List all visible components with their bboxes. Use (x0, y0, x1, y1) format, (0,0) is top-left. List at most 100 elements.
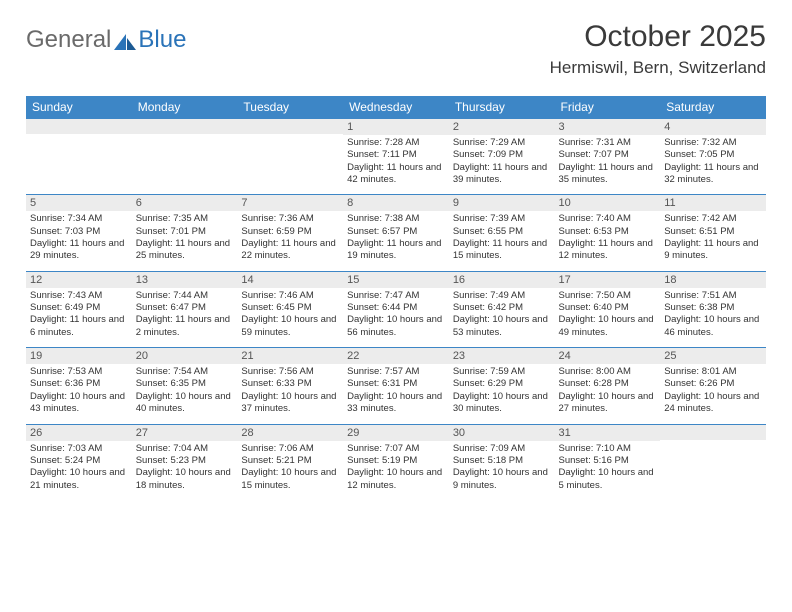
day-number: 16 (449, 272, 555, 288)
sunset-text: Sunset: 5:23 PM (136, 455, 234, 467)
calendar-day-cell: 8Sunrise: 7:38 AMSunset: 6:57 PMDaylight… (343, 195, 449, 271)
daylight-text: Daylight: 11 hours and 9 minutes. (664, 238, 762, 263)
calendar-day-cell (237, 119, 343, 195)
day-details (132, 134, 238, 192)
sunset-text: Sunset: 6:35 PM (136, 378, 234, 390)
sunset-text: Sunset: 6:29 PM (453, 378, 551, 390)
day-number: 20 (132, 348, 238, 364)
daylight-text: Daylight: 11 hours and 22 minutes. (241, 238, 339, 263)
day-details: Sunrise: 7:29 AMSunset: 7:09 PMDaylight:… (449, 135, 555, 194)
daylight-text: Daylight: 10 hours and 59 minutes. (241, 314, 339, 339)
daylight-text: Daylight: 10 hours and 40 minutes. (136, 391, 234, 416)
daylight-text: Daylight: 10 hours and 27 minutes. (559, 391, 657, 416)
day-details: Sunrise: 7:28 AMSunset: 7:11 PMDaylight:… (343, 135, 449, 194)
day-details (26, 134, 132, 192)
daylight-text: Daylight: 10 hours and 33 minutes. (347, 391, 445, 416)
sunrise-text: Sunrise: 7:34 AM (30, 213, 128, 225)
daylight-text: Daylight: 11 hours and 25 minutes. (136, 238, 234, 263)
day-number: 31 (555, 425, 661, 441)
day-details: Sunrise: 7:03 AMSunset: 5:24 PMDaylight:… (26, 441, 132, 500)
calendar-day-cell: 12Sunrise: 7:43 AMSunset: 6:49 PMDayligh… (26, 271, 132, 347)
daylight-text: Daylight: 11 hours and 2 minutes. (136, 314, 234, 339)
sunrise-text: Sunrise: 7:40 AM (559, 213, 657, 225)
sunrise-text: Sunrise: 8:01 AM (664, 366, 762, 378)
sunset-text: Sunset: 7:01 PM (136, 226, 234, 238)
daylight-text: Daylight: 11 hours and 6 minutes. (30, 314, 128, 339)
daylight-text: Daylight: 10 hours and 12 minutes. (347, 467, 445, 492)
sunrise-text: Sunrise: 7:39 AM (453, 213, 551, 225)
calendar-day-cell (26, 119, 132, 195)
calendar-day-cell: 31Sunrise: 7:10 AMSunset: 5:16 PMDayligh… (555, 424, 661, 500)
calendar-day-cell: 29Sunrise: 7:07 AMSunset: 5:19 PMDayligh… (343, 424, 449, 500)
weekday-header: Monday (132, 96, 238, 119)
daylight-text: Daylight: 11 hours and 15 minutes. (453, 238, 551, 263)
sunrise-text: Sunrise: 7:38 AM (347, 213, 445, 225)
sunset-text: Sunset: 6:45 PM (241, 302, 339, 314)
day-details: Sunrise: 7:59 AMSunset: 6:29 PMDaylight:… (449, 364, 555, 423)
calendar-week-row: 1Sunrise: 7:28 AMSunset: 7:11 PMDaylight… (26, 119, 766, 195)
daylight-text: Daylight: 10 hours and 49 minutes. (559, 314, 657, 339)
sunrise-text: Sunrise: 7:09 AM (453, 443, 551, 455)
daylight-text: Daylight: 11 hours and 39 minutes. (453, 162, 551, 187)
day-number: 19 (26, 348, 132, 364)
sunset-text: Sunset: 7:05 PM (664, 149, 762, 161)
day-details: Sunrise: 7:56 AMSunset: 6:33 PMDaylight:… (237, 364, 343, 423)
daylight-text: Daylight: 10 hours and 37 minutes. (241, 391, 339, 416)
day-number (132, 119, 238, 134)
day-number: 24 (555, 348, 661, 364)
calendar-day-cell: 17Sunrise: 7:50 AMSunset: 6:40 PMDayligh… (555, 271, 661, 347)
sunset-text: Sunset: 5:21 PM (241, 455, 339, 467)
calendar-day-cell: 18Sunrise: 7:51 AMSunset: 6:38 PMDayligh… (660, 271, 766, 347)
day-number: 27 (132, 425, 238, 441)
sunset-text: Sunset: 6:51 PM (664, 226, 762, 238)
brand-logo: General Blue (26, 20, 186, 54)
day-details: Sunrise: 7:54 AMSunset: 6:35 PMDaylight:… (132, 364, 238, 423)
day-details: Sunrise: 8:00 AMSunset: 6:28 PMDaylight:… (555, 364, 661, 423)
calendar-day-cell: 19Sunrise: 7:53 AMSunset: 6:36 PMDayligh… (26, 348, 132, 424)
month-title: October 2025 (550, 20, 766, 54)
day-number: 5 (26, 195, 132, 211)
sunset-text: Sunset: 7:03 PM (30, 226, 128, 238)
sunset-text: Sunset: 6:38 PM (664, 302, 762, 314)
weekday-header: Wednesday (343, 96, 449, 119)
daylight-text: Daylight: 10 hours and 24 minutes. (664, 391, 762, 416)
calendar-day-cell (132, 119, 238, 195)
day-details: Sunrise: 7:39 AMSunset: 6:55 PMDaylight:… (449, 211, 555, 270)
sunrise-text: Sunrise: 7:49 AM (453, 290, 551, 302)
sunrise-text: Sunrise: 7:36 AM (241, 213, 339, 225)
daylight-text: Daylight: 10 hours and 30 minutes. (453, 391, 551, 416)
day-number (26, 119, 132, 134)
day-details: Sunrise: 7:07 AMSunset: 5:19 PMDaylight:… (343, 441, 449, 500)
sunset-text: Sunset: 5:16 PM (559, 455, 657, 467)
calendar-day-cell: 22Sunrise: 7:57 AMSunset: 6:31 PMDayligh… (343, 348, 449, 424)
sunset-text: Sunset: 6:55 PM (453, 226, 551, 238)
day-number: 11 (660, 195, 766, 211)
day-details: Sunrise: 7:34 AMSunset: 7:03 PMDaylight:… (26, 211, 132, 270)
daylight-text: Daylight: 10 hours and 9 minutes. (453, 467, 551, 492)
day-number (660, 425, 766, 440)
daylight-text: Daylight: 11 hours and 35 minutes. (559, 162, 657, 187)
day-number (237, 119, 343, 134)
sunset-text: Sunset: 7:09 PM (453, 149, 551, 161)
day-details (660, 440, 766, 498)
sunrise-text: Sunrise: 7:28 AM (347, 137, 445, 149)
day-details: Sunrise: 8:01 AMSunset: 6:26 PMDaylight:… (660, 364, 766, 423)
calendar-week-row: 26Sunrise: 7:03 AMSunset: 5:24 PMDayligh… (26, 424, 766, 500)
calendar-day-cell: 1Sunrise: 7:28 AMSunset: 7:11 PMDaylight… (343, 119, 449, 195)
daylight-text: Daylight: 10 hours and 43 minutes. (30, 391, 128, 416)
day-details: Sunrise: 7:57 AMSunset: 6:31 PMDaylight:… (343, 364, 449, 423)
sunset-text: Sunset: 6:53 PM (559, 226, 657, 238)
day-number: 30 (449, 425, 555, 441)
daylight-text: Daylight: 11 hours and 29 minutes. (30, 238, 128, 263)
day-number: 26 (26, 425, 132, 441)
calendar-day-cell: 21Sunrise: 7:56 AMSunset: 6:33 PMDayligh… (237, 348, 343, 424)
day-number: 12 (26, 272, 132, 288)
calendar-day-cell: 13Sunrise: 7:44 AMSunset: 6:47 PMDayligh… (132, 271, 238, 347)
daylight-text: Daylight: 10 hours and 56 minutes. (347, 314, 445, 339)
weekday-header: Thursday (449, 96, 555, 119)
day-details: Sunrise: 7:38 AMSunset: 6:57 PMDaylight:… (343, 211, 449, 270)
daylight-text: Daylight: 10 hours and 15 minutes. (241, 467, 339, 492)
daylight-text: Daylight: 10 hours and 46 minutes. (664, 314, 762, 339)
day-details: Sunrise: 7:53 AMSunset: 6:36 PMDaylight:… (26, 364, 132, 423)
sunset-text: Sunset: 6:59 PM (241, 226, 339, 238)
